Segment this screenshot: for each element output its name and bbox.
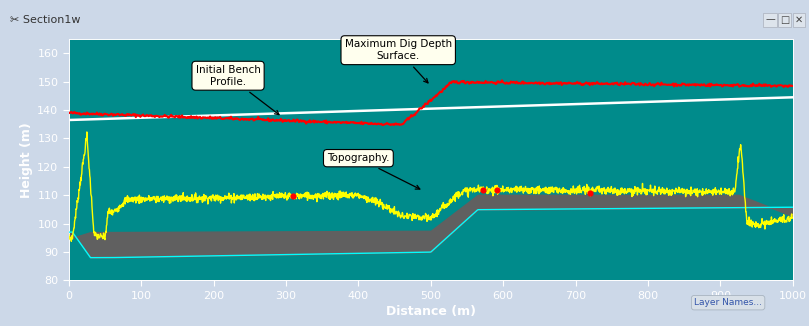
X-axis label: Distance (m): Distance (m) <box>386 305 476 318</box>
Text: Layer Names...: Layer Names... <box>694 298 762 307</box>
Text: —: — <box>765 15 775 24</box>
Text: Topography.: Topography. <box>327 153 420 189</box>
Point <box>477 187 489 192</box>
Text: □: □ <box>780 15 790 24</box>
Point <box>286 194 299 199</box>
Text: Maximum Dig Depth
Surface.: Maximum Dig Depth Surface. <box>345 39 451 83</box>
Text: ✂ Section1w: ✂ Section1w <box>10 15 80 24</box>
Point <box>583 190 596 196</box>
Text: Initial Bench
Profile.: Initial Bench Profile. <box>196 65 279 115</box>
Y-axis label: Height (m): Height (m) <box>20 122 33 198</box>
Text: ✕: ✕ <box>795 15 803 24</box>
Point <box>491 188 504 193</box>
